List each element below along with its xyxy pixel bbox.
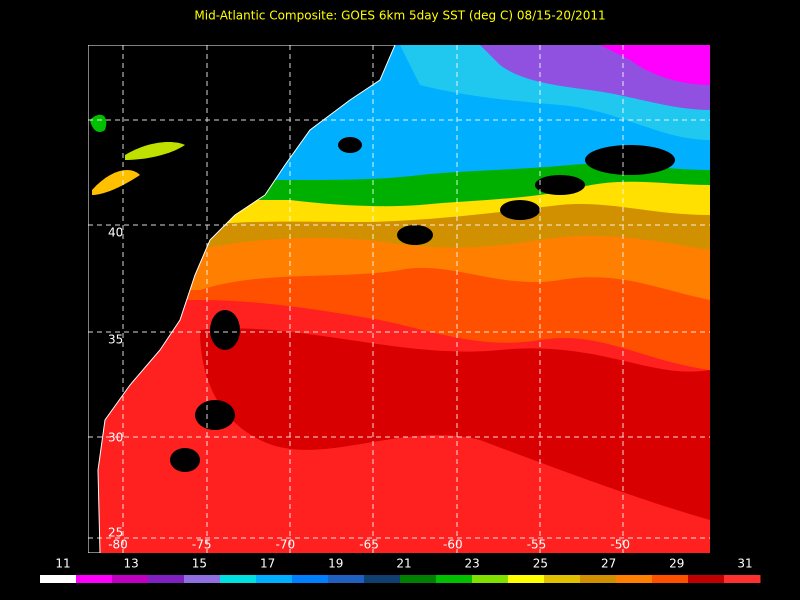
sea-band	[600, 45, 710, 85]
colorbar-swatch	[112, 575, 149, 583]
colorbar-swatch	[220, 575, 257, 583]
lat-label: 25	[108, 526, 123, 540]
colorbar-label: 23	[465, 557, 480, 571]
colorbar-swatch	[76, 575, 113, 583]
colorbar-swatch	[40, 575, 77, 583]
sst-map	[88, 45, 710, 553]
land	[88, 45, 396, 553]
colorbar: 11 13 15 17 19 21 23 25 27 29 31	[40, 557, 761, 583]
colorbar-swatch	[328, 575, 365, 583]
lon-label: -60	[443, 538, 463, 552]
lake	[125, 142, 185, 160]
colorbar-label: 27	[601, 557, 616, 571]
colorbar-swatch	[148, 575, 185, 583]
colorbar-label: 29	[669, 557, 684, 571]
lake	[90, 114, 107, 132]
colorbar-label: 15	[192, 557, 207, 571]
colorbar-label: 19	[328, 557, 343, 571]
colorbar-swatch	[508, 575, 545, 583]
map-labels: -80 -75 -70 -65 -60 -55 -50 40 35 30 25	[108, 226, 630, 552]
clouds	[170, 137, 675, 472]
colorbar-swatch	[544, 575, 581, 583]
colorbar-swatch	[652, 575, 689, 583]
lon-label: -75	[192, 538, 212, 552]
colorbar-swatch	[436, 575, 473, 583]
colorbar-swatch	[292, 575, 329, 583]
colorbar-swatch	[724, 575, 761, 583]
colorbar-swatch	[400, 575, 437, 583]
graticule	[88, 45, 710, 553]
colorbar-swatch	[688, 575, 725, 583]
lon-label: -70	[276, 538, 296, 552]
lon-label: -55	[527, 538, 547, 552]
colorbar-swatch	[616, 575, 653, 583]
lake	[92, 170, 140, 195]
lat-label: 35	[108, 333, 123, 347]
sea-band	[200, 328, 710, 520]
lat-label: 30	[108, 431, 123, 445]
title: Mid-Atlantic Composite: GOES 6km 5day SS…	[194, 9, 605, 23]
colorbar-label: 11	[55, 557, 70, 571]
colorbar-label: 17	[260, 557, 275, 571]
lat-label: 40	[108, 226, 123, 240]
lon-label: -50	[610, 538, 630, 552]
colorbar-swatch	[364, 575, 401, 583]
lon-label: -80	[108, 538, 128, 552]
colorbar-label: 31	[737, 557, 752, 571]
lon-label: -65	[359, 538, 379, 552]
colorbar-swatch	[256, 575, 293, 583]
colorbar-label: 25	[533, 557, 548, 571]
colorbar-swatch	[184, 575, 221, 583]
colorbar-label: 21	[396, 557, 411, 571]
colorbar-label: 13	[124, 557, 139, 571]
colorbar-swatch	[472, 575, 509, 583]
colorbar-swatch	[580, 575, 617, 583]
